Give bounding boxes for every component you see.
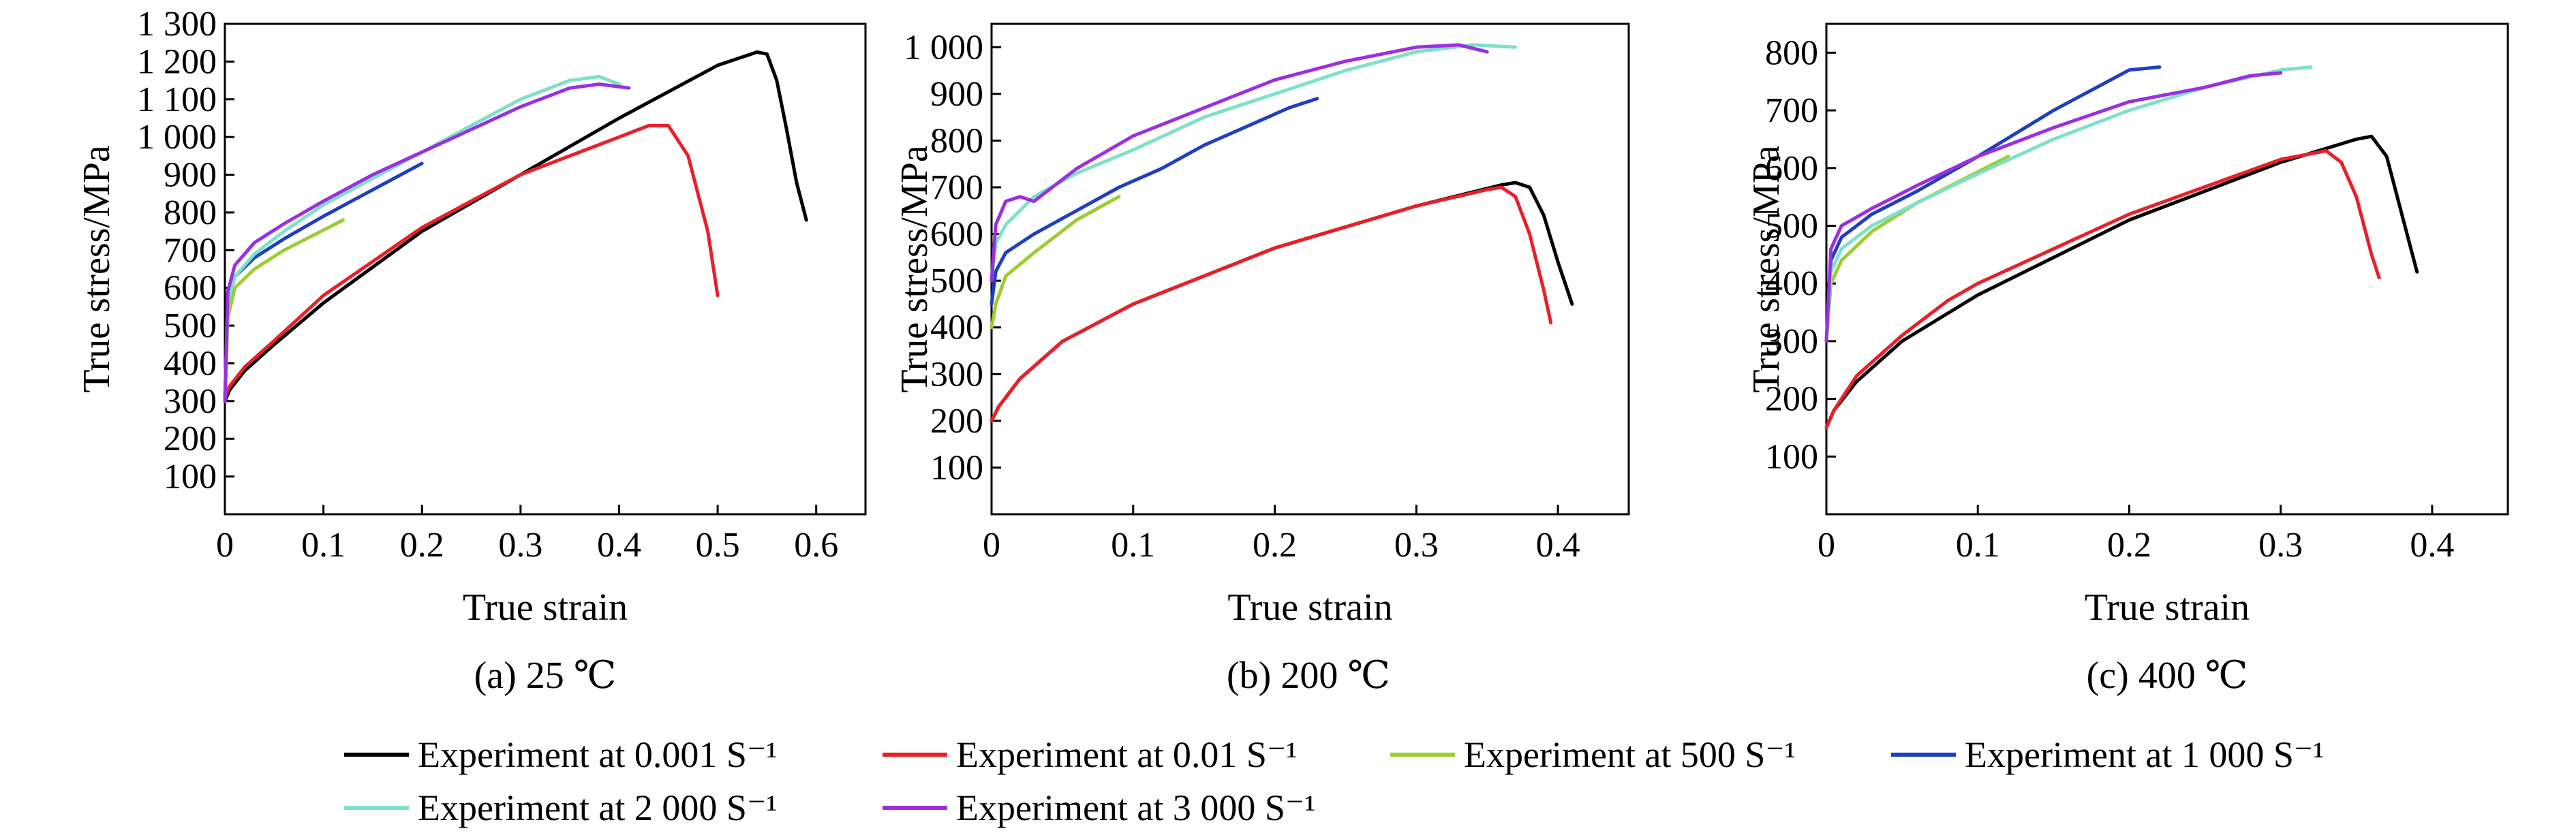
- x-tick-label: 0: [983, 526, 1000, 565]
- series-line-1: [1824, 134, 2419, 430]
- legend-item: Experiment at 0.01 S⁻¹: [883, 734, 1298, 775]
- y-tick-label: 800: [930, 121, 983, 160]
- y-tick-label: 600: [930, 215, 983, 254]
- x-tick-label: 0.2: [400, 526, 444, 565]
- y-tick-label: 300: [1765, 322, 1818, 361]
- legend: Experiment at 0.001 S⁻¹ Experiment at 0.0…: [344, 734, 2325, 828]
- legend-item: Experiment at 0.001 S⁻¹: [344, 734, 778, 775]
- legend-item: Experiment at 1 000 S⁻¹: [1891, 734, 2325, 775]
- legend-label: Experiment at 0.001 S⁻¹: [418, 734, 778, 775]
- x-tick-label: 0.3: [2258, 526, 2303, 565]
- y-axis-title: True stress/MPa: [76, 145, 118, 393]
- y-tick-label: 100: [1765, 437, 1818, 476]
- panel-caption: (a) 25 ℃: [474, 655, 617, 697]
- y-tick-label: 300: [930, 355, 983, 394]
- y-axis-title: True stress/MPa: [893, 145, 936, 393]
- x-tick-label: 0.4: [597, 526, 641, 565]
- y-tick-label: 200: [1765, 380, 1818, 419]
- y-tick-label: 400: [164, 344, 217, 383]
- series-line-2: [1824, 148, 2381, 430]
- series-line-6: [1824, 71, 2283, 343]
- series-line-1: [223, 50, 808, 403]
- x-tick-label: 0.1: [301, 526, 346, 565]
- y-tick-label: 700: [930, 168, 983, 207]
- y-tick-label: 1 200: [137, 42, 217, 81]
- y-tick-label: 100: [930, 448, 983, 487]
- y-tick-label: 600: [1765, 149, 1818, 188]
- y-tick-label: 300: [164, 382, 217, 421]
- legend-label: Experiment at 2 000 S⁻¹: [418, 787, 778, 828]
- series-line-5: [990, 43, 1518, 283]
- y-tick-label: 800: [164, 193, 217, 232]
- x-tick-label: 0.1: [1111, 526, 1155, 565]
- y-tick-label: 1 100: [137, 80, 217, 119]
- x-tick-label: 0.4: [2410, 526, 2454, 565]
- x-tick-label: 0.3: [498, 526, 542, 565]
- x-tick-label: 0: [216, 526, 234, 565]
- y-axis-title: True stress/MPa: [1745, 145, 1788, 393]
- y-tick-label: 200: [164, 420, 217, 458]
- x-tick-label: 0.3: [1394, 526, 1439, 565]
- x-tick-label: 0.6: [794, 526, 838, 565]
- y-tick-label: 200: [930, 402, 983, 441]
- plot-frame: [224, 22, 867, 516]
- x-axis-title: True strain: [1227, 586, 1392, 629]
- series-line-3: [990, 195, 1121, 330]
- y-tick-label: 1 300: [137, 5, 217, 44]
- y-tick-label: 700: [1765, 91, 1818, 130]
- panel-caption: (b) 200 ℃: [1227, 655, 1390, 697]
- legend-item: Experiment at 500 S⁻¹: [1390, 734, 1796, 775]
- series-line-2: [223, 124, 720, 399]
- x-tick-label: 0.4: [1536, 526, 1580, 565]
- legend-label: Experiment at 0.01 S⁻¹: [956, 734, 1298, 775]
- y-tick-label: 1 000: [904, 28, 983, 67]
- chart-panel-3: 100 200 300 400 500 600 700 800 0 0.1 0.2 0.3 0.4 Tru…: [1745, 22, 2509, 697]
- x-tick-label: 0.2: [2107, 526, 2151, 565]
- plot-frame: [1825, 22, 2509, 516]
- y-tick-label: 400: [930, 309, 983, 347]
- y-tick-label: 400: [1765, 264, 1818, 303]
- x-axis-title: True strain: [2085, 586, 2250, 629]
- series-line-2: [990, 185, 1553, 423]
- series-line-4: [990, 97, 1319, 306]
- y-tick-label: 600: [164, 269, 217, 308]
- series-line-4: [1824, 65, 2162, 343]
- y-tick-label: 100: [164, 458, 217, 497]
- x-tick-label: 0: [1818, 526, 1835, 565]
- x-tick-label: 0.1: [1956, 526, 2000, 565]
- y-tick-label: 900: [164, 156, 217, 195]
- x-axis-title: True strain: [463, 586, 628, 629]
- plot-frame: [990, 22, 1630, 516]
- y-tick-label: 700: [164, 231, 217, 270]
- legend-label: Experiment at 3 000 S⁻¹: [956, 787, 1316, 828]
- panel-caption: (c) 400 ℃: [2087, 655, 2248, 697]
- legend-item: Experiment at 3 000 S⁻¹: [883, 787, 1316, 828]
- y-tick-label: 1 000: [137, 118, 217, 157]
- series-line-5: [223, 75, 621, 403]
- series-line-4: [223, 161, 424, 403]
- series-line-5: [1824, 65, 2313, 343]
- y-tick-label: 500: [1765, 206, 1818, 245]
- y-tick-label: 500: [930, 262, 983, 300]
- legend-label: Experiment at 500 S⁻¹: [1464, 734, 1796, 775]
- x-tick-label: 0.2: [1253, 526, 1297, 565]
- y-tick-label: 900: [930, 75, 983, 114]
- x-tick-label: 0.5: [696, 526, 740, 565]
- chart-panel-2: 100 200 300 400 500 600 700 800 900 1 000 0 0.1 0.2 0…: [893, 22, 1630, 697]
- legend-item: Experiment at 2 000 S⁻¹: [344, 787, 778, 828]
- legend-label: Experiment at 1 000 S⁻¹: [1965, 734, 2325, 775]
- series-line-6: [990, 43, 1489, 283]
- series-line-6: [223, 82, 631, 403]
- y-tick-label: 800: [1765, 33, 1818, 72]
- y-tick-label: 500: [164, 307, 217, 345]
